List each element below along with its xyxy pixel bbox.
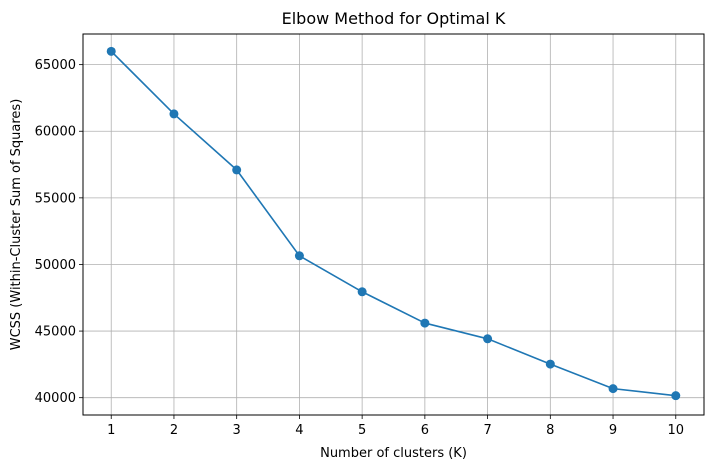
y-axis-ticks: 40000 45000 50000 55000 60000 65000	[35, 58, 83, 406]
grid	[83, 34, 704, 415]
x-tick-label: 2	[170, 423, 178, 438]
y-tick-label: 65000	[35, 58, 76, 73]
x-tick-label: 10	[667, 423, 684, 438]
x-tick-label: 9	[609, 423, 617, 438]
y-tick-label: 60000	[35, 125, 76, 140]
data-point-k8	[545, 359, 555, 369]
x-tick-label: 4	[295, 423, 303, 438]
y-axis-label: WCSS (Within-Cluster Sum of Squares)	[9, 99, 24, 351]
data-point-k5	[357, 287, 367, 297]
x-axis-ticks: 1 2 3 4 5 6 7 8 9 10	[107, 415, 684, 438]
data-point-k2	[169, 109, 179, 119]
y-tick-label: 50000	[35, 258, 76, 273]
x-tick-label: 3	[233, 423, 241, 438]
x-tick-label: 5	[358, 423, 366, 438]
data-point-k9	[608, 384, 618, 394]
x-tick-label: 6	[421, 423, 429, 438]
data-point-k6	[420, 318, 430, 328]
x-tick-label: 7	[483, 423, 491, 438]
x-axis-label: Number of clusters (K)	[320, 446, 467, 461]
data-point-k1	[106, 46, 116, 56]
x-tick-label: 8	[546, 423, 554, 438]
x-tick-label: 1	[107, 423, 115, 438]
data-point-k3	[232, 165, 242, 175]
y-tick-label: 55000	[35, 191, 76, 206]
data-point-k7	[483, 334, 493, 344]
series-layer	[106, 46, 681, 401]
y-tick-label: 40000	[35, 391, 76, 406]
plot-frame	[82, 33, 705, 416]
data-point-k10	[671, 391, 681, 401]
series-line	[110, 50, 676, 397]
data-point-k4	[294, 251, 304, 261]
y-tick-label: 45000	[35, 325, 76, 340]
chart-title: Elbow Method for Optimal K	[282, 9, 506, 28]
